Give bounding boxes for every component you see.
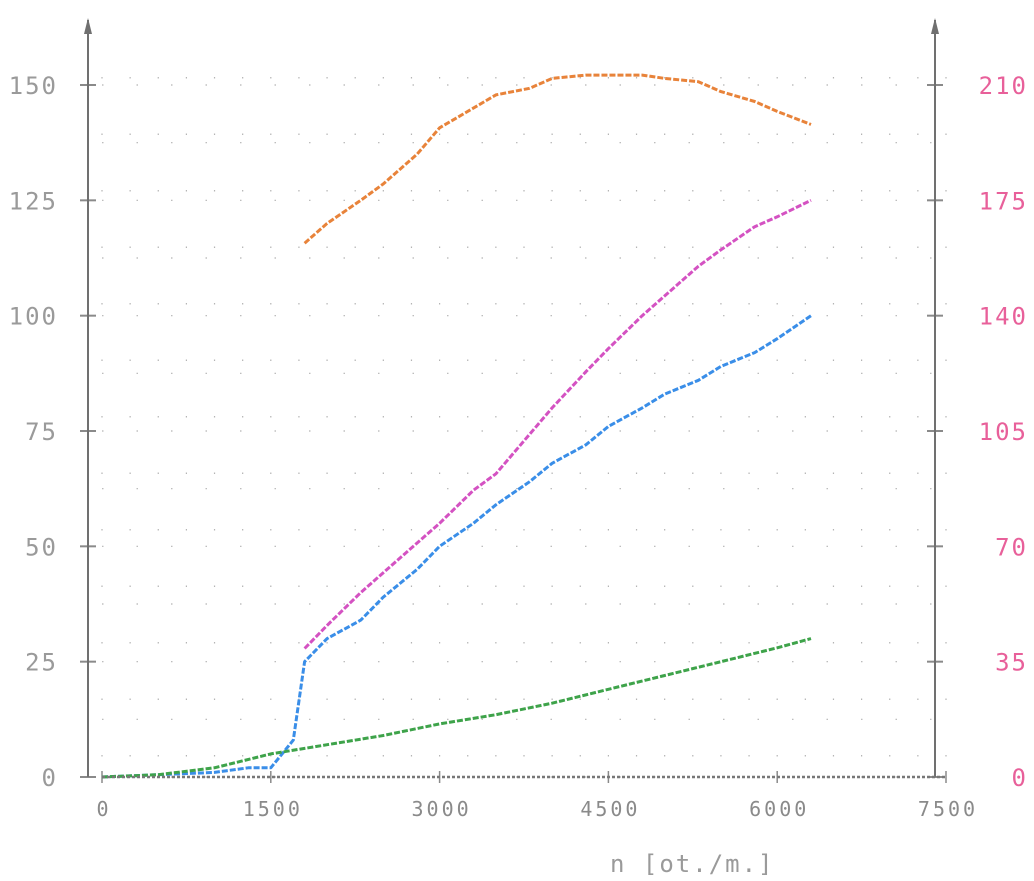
y-tick-label-right: 0 — [1012, 764, 1028, 792]
x-tick-label: 0 — [96, 797, 111, 821]
series-line-1 — [303, 73, 812, 245]
x-tick-label: 1500 — [243, 797, 303, 821]
x-tick-label: 4500 — [580, 797, 640, 821]
series-line-3 — [101, 314, 812, 779]
y-tick-label-right: 105 — [979, 418, 1028, 446]
y-tick-label-left: 100 — [9, 303, 58, 331]
axes-layer — [84, 18, 939, 777]
y-tick-label-left: 125 — [9, 187, 58, 215]
x-tick-label: 6000 — [749, 797, 809, 821]
y-tick-label-left: 150 — [9, 72, 58, 100]
x-tick-label: 3000 — [412, 797, 472, 821]
left-axis-arrow — [84, 18, 92, 34]
y-tick-label-right: 210 — [979, 72, 1028, 100]
y-tick-label-right: 175 — [979, 187, 1028, 215]
y-tick-label-left: 25 — [25, 649, 58, 677]
y-tick-label-left: 75 — [25, 418, 58, 446]
grid-layer — [80, 77, 947, 783]
series-line-2 — [303, 198, 812, 650]
series-layer — [101, 73, 946, 779]
x-axis-label: n [ot./m.] — [610, 850, 775, 878]
right-axis-arrow — [931, 18, 939, 34]
y-tick-label-left: 0 — [42, 764, 58, 792]
y-tick-label-right: 70 — [995, 533, 1028, 561]
y-tick-label-right: 35 — [995, 649, 1028, 677]
y-tick-label-right: 140 — [979, 303, 1028, 331]
y-tick-label-left: 50 — [25, 533, 58, 561]
x-tick-label: 7500 — [918, 797, 978, 821]
series-line-4 — [101, 637, 812, 779]
